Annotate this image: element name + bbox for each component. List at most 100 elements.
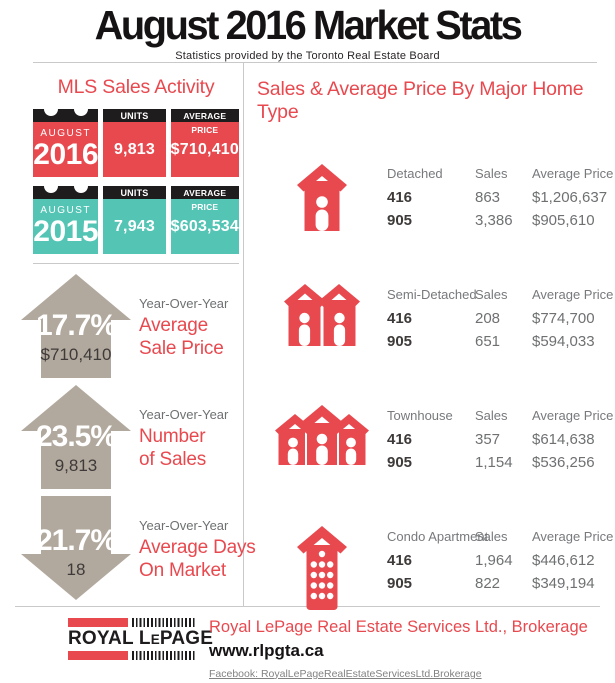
avg-price-value: $774,700 [532,310,595,327]
stat-labels: Year-Over-Year Average Sale Price [139,274,228,378]
avg-price-header: AVERAGE PRICE [170,109,239,135]
stat-value: 9,813 [54,456,98,475]
calendar-year: 2016 [33,138,99,172]
area-row-416: 416 863 $1,206,637 [387,189,613,206]
sales-value: 1,154 [475,454,513,471]
area-code: 416 [387,310,413,327]
stat-labels: Year-Over-Year Average Days On Market [139,496,256,600]
calendar-card-2015: AUGUST 2015 [33,186,99,254]
header-divider [33,62,597,63]
stat-label-line: Number [139,425,206,447]
calendar-month: AUGUST [40,128,91,140]
footer-text-block: Royal LePage Real Estate Services Ltd., … [209,618,588,680]
avg-price-value: $603,534 [170,199,239,254]
calendar-notch-icon [74,109,88,116]
logo-text-part: PAGE [159,628,214,649]
stat-average-days-on-market: 21.7% 18 Year-Over-Year Average Days On … [21,496,256,600]
logo-wordmark: ROYAL LEPAGE [68,627,213,651]
area-code: 905 [387,454,413,471]
stat-period: Year-Over-Year [139,295,229,311]
avg-price-value: $349,194 [532,575,595,592]
calendar-notch-icon [44,109,58,116]
mls-row-2015: AUGUST 2015 UNITS 7,943 AVERAGE PRICE $6… [33,186,239,254]
avg-price-header: AVERAGE PRICE [170,186,239,212]
home-table-header: Detached Sales Average Price [387,166,613,181]
sales-column-header: Sales [475,166,508,181]
home-row-townhouse: Townhouse Sales Average Price 416 357 $6… [257,403,613,524]
calendar-binding-icon [33,109,99,122]
footer: ROYAL LEPAGE Royal LePage Real Estate Se… [0,607,615,680]
area-code: 416 [387,189,413,206]
home-type-name: Townhouse [387,408,453,423]
semi-detached-house-icon [257,282,387,403]
units-header: UNITS [103,186,166,199]
calendar-binding-icon [33,186,99,199]
stat-percent: 17.7% [35,309,117,342]
sales-column-header: Sales [475,529,508,544]
mls-sales-panel: MLS Sales Activity AUGUST 2016 UNITS 9,8… [21,63,256,606]
area-code: 416 [387,552,413,569]
avg-price-value: $446,612 [532,552,595,569]
stat-value: $710,410 [40,345,112,364]
avg-price-value: $905,610 [532,212,595,229]
area-row-416: 416 1,964 $446,612 [387,552,613,569]
area-row-416: 416 357 $614,638 [387,431,613,448]
sales-column-header: Sales [475,287,508,302]
area-code: 905 [387,575,413,592]
area-row-905: 905 1,154 $536,256 [387,454,613,471]
calendar-year: 2015 [33,215,99,249]
logo-text-part: E [150,632,160,647]
home-table-header: Semi-Detached Sales Average Price [387,287,613,302]
area-code: 905 [387,333,413,350]
logo-bottom-bar [68,650,196,660]
area-row-905: 905 651 $594,033 [387,333,613,350]
avg-price-column-header: Average Price [532,529,614,544]
avg-price-card-2015: AVERAGE PRICE $603,534 [170,186,239,254]
stat-percent: 21.7% [35,524,117,557]
facebook-link[interactable]: Facebook: RoyalLePageRealEstateServicesL… [209,667,482,680]
stat-percent: 23.5% [35,420,117,453]
stat-average-sale-price: 17.7% $710,410 Year-Over-Year Average Sa… [21,274,239,378]
up-arrow-icon: 23.5% 9,813 [21,385,131,489]
avg-price-value: $536,256 [532,454,595,471]
stat-label-line: Average [139,314,209,336]
avg-price-value: $614,638 [532,431,595,448]
company-name: Royal LePage Real Estate Services Ltd., … [209,618,588,636]
stat-labels: Year-Over-Year Number of Sales [139,385,228,489]
calendar-notch-icon [44,186,58,193]
logo-red-bar [68,650,128,660]
sales-value: 863 [475,189,501,206]
home-table-header: Condo Apartment Sales Average Price [387,529,613,544]
units-card-2015: UNITS 7,943 [103,186,166,254]
sales-value: 3,386 [475,212,513,229]
home-table: Townhouse Sales Average Price 416 357 $6… [387,403,613,524]
avg-price-column-header: Average Price [532,408,614,423]
logo-red-bar [68,618,128,627]
avg-price-value: $1,206,637 [532,189,608,206]
area-code: 905 [387,212,413,229]
sales-value: 651 [475,333,501,350]
home-type-name: Condo Apartment [387,529,489,544]
home-type-name: Semi-Detached [387,287,477,302]
area-row-416: 416 208 $774,700 [387,310,613,327]
stat-period: Year-Over-Year [139,517,229,533]
stat-value: 18 [66,560,86,579]
mls-row-2016: AUGUST 2016 UNITS 9,813 AVERAGE PRICE $7… [33,109,239,177]
stat-label-line: of Sales [139,449,207,470]
stat-label-line: On Market [139,560,226,581]
calendar-notch-icon [74,186,88,193]
avg-price-card-2016: AVERAGE PRICE $710,410 [170,109,239,177]
home-row-detached: Detached Sales Average Price 416 863 $1,… [257,161,613,282]
stat-period: Year-Over-Year [139,406,229,422]
page-title: August 2016 Market Stats [94,2,523,48]
area-row-905: 905 822 $349,194 [387,575,613,592]
home-type-heading: Sales & Average Price By Major Home Type [257,78,584,123]
website-link[interactable]: www.rlpgta.ca [209,640,324,660]
calendar-card-2016: AUGUST 2016 [33,109,99,177]
home-type-panel: Sales & Average Price By Major Home Type [244,63,613,610]
home-table-header: Townhouse Sales Average Price [387,408,613,423]
home-row-condo-apartment: Condo Apartment Sales Average Price 416 … [257,524,613,645]
calendar-month: AUGUST [40,205,91,217]
units-card-2016: UNITS 9,813 [103,109,166,177]
